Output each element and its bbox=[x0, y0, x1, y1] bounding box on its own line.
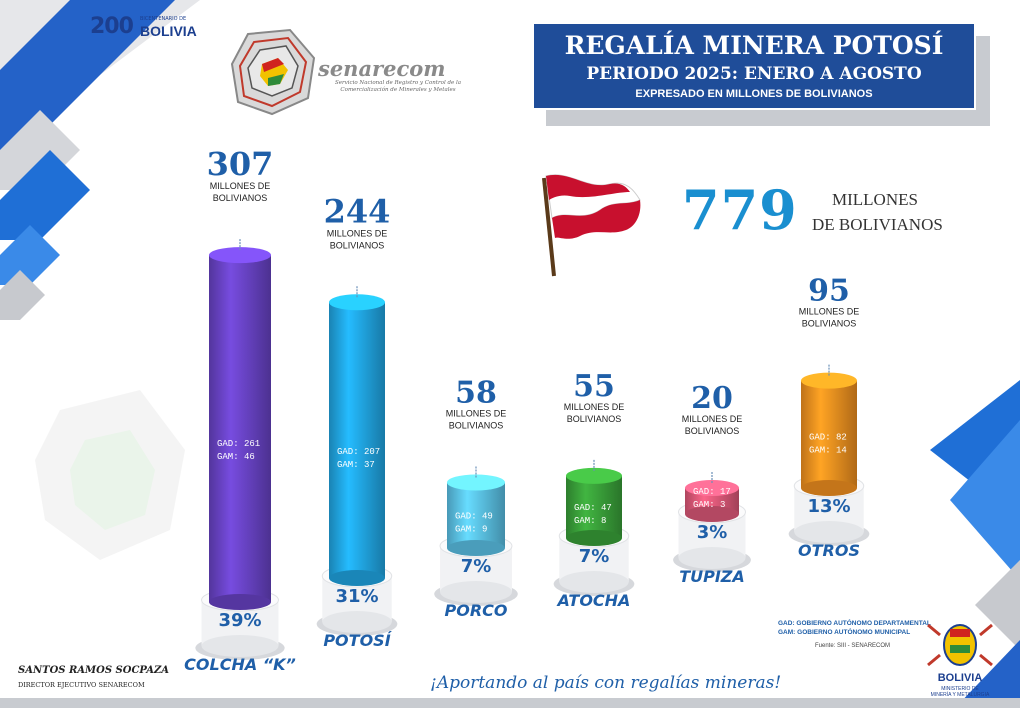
pedestal-bottom bbox=[322, 611, 392, 633]
senarecom-name: senarecom bbox=[318, 56, 446, 81]
bar-percentage-label: 3% bbox=[697, 522, 728, 543]
bar-value-label: 307 bbox=[207, 145, 274, 183]
bar-2 bbox=[447, 482, 505, 548]
bar-gam-label: GAM: 3 bbox=[693, 500, 725, 510]
bar-gad-label: GAD: 49 bbox=[455, 512, 493, 522]
bar-top-cap bbox=[447, 474, 505, 491]
bar-1 bbox=[329, 302, 385, 578]
bar-unit-line2: BOLIVIANOS bbox=[213, 193, 268, 203]
bar-gad-label: GAD: 207 bbox=[337, 447, 380, 457]
total-unit-line1: MILLONES bbox=[832, 190, 918, 209]
bar-value-label: 55 bbox=[573, 369, 615, 404]
bar-unit-line2: BOLIVIANOS bbox=[330, 240, 385, 250]
bar-unit-line1: MILLONES DE bbox=[210, 181, 271, 191]
bar-value-label: 20 bbox=[691, 381, 733, 416]
bar-unit-line2: BOLIVIANOS bbox=[685, 426, 740, 436]
bar-value-label: 244 bbox=[324, 192, 391, 230]
senarecom-logo-icon bbox=[230, 28, 316, 116]
bar-gad-label: GAD: 47 bbox=[574, 503, 612, 513]
bar-top-cap bbox=[329, 294, 385, 311]
bar-unit-line1: MILLONES DE bbox=[564, 402, 625, 412]
bar-gam-label: GAM: 37 bbox=[337, 460, 375, 470]
bar-percentage-label: 7% bbox=[579, 546, 610, 567]
coat-of-arms-icon bbox=[927, 623, 993, 667]
bar-category-label: OTROS bbox=[798, 541, 860, 560]
bar-unit-line2: BOLIVIANOS bbox=[802, 319, 857, 329]
ministry-line2: MINERÍA Y METALURGIA bbox=[930, 692, 990, 698]
bar-unit-line2: BOLIVIANOS bbox=[449, 420, 504, 430]
bar-0 bbox=[209, 255, 271, 602]
slogan: ¡Aportando al país con regalías mineras! bbox=[430, 673, 782, 693]
bar-percentage-label: 13% bbox=[807, 496, 850, 517]
page-title: REGALÍA MINERA POTOSÍ bbox=[564, 31, 944, 60]
bar-3 bbox=[566, 475, 622, 538]
director-role: DIRECTOR EJECUTIVO SENARECOM bbox=[18, 681, 145, 689]
senarecom-description: Servicio Nacional de Registro y Control … bbox=[334, 80, 462, 93]
ministry-logo: BOLIVIA MINISTERIO DE MINERÍA Y METALURG… bbox=[920, 615, 1000, 705]
bar-unit-line1: MILLONES DE bbox=[799, 307, 860, 317]
bicentennial-country: BOLIVIA bbox=[140, 23, 197, 39]
legend-gam: GAM: GOBIERNO AUTÓNOMO MUNICIPAL bbox=[778, 629, 911, 636]
bar-top-cap bbox=[801, 372, 857, 389]
ministry-country: BOLIVIA bbox=[937, 672, 983, 684]
bar-unit-line1: MILLONES DE bbox=[446, 408, 507, 418]
bar-category-label: TUPIZA bbox=[679, 567, 745, 586]
bar-value-label: 58 bbox=[455, 375, 497, 410]
total-value: 779 bbox=[682, 178, 798, 242]
pedestal-bottom bbox=[559, 571, 629, 593]
bar-top-cap bbox=[685, 480, 739, 496]
bar-gam-label: GAM: 46 bbox=[217, 452, 255, 462]
bar-percentage-label: 7% bbox=[461, 556, 492, 577]
footer-bar bbox=[0, 698, 1020, 708]
bicentennial-sub: BICENTENARIO DE bbox=[140, 16, 187, 22]
pedestal-bottom bbox=[794, 521, 864, 543]
bar-unit-line1: MILLONES DE bbox=[327, 228, 388, 238]
page-unit-note: EXPRESADO EN MILLONES DE BOLIVIANOS bbox=[635, 88, 873, 100]
page-period: PERIODO 2025: ENERO A AGOSTO bbox=[586, 64, 922, 84]
title-box: REGALÍA MINERA POTOSÍ PERIODO 2025: ENER… bbox=[532, 22, 976, 110]
bar-gad-label: GAD: 17 bbox=[693, 487, 731, 497]
bar-bottom-cap bbox=[566, 530, 622, 546]
bar-category-label: ATOCHA bbox=[556, 591, 631, 610]
bar-category-label: POTOSÍ bbox=[323, 631, 392, 650]
bar-bottom-cap bbox=[329, 570, 385, 586]
bar-percentage-label: 31% bbox=[335, 586, 378, 607]
bar-gam-label: GAM: 14 bbox=[809, 446, 847, 456]
bar-5 bbox=[801, 380, 857, 488]
bar-gad-label: GAD: 261 bbox=[217, 439, 260, 449]
potosi-flag-icon bbox=[542, 174, 641, 277]
bar-top-cap bbox=[209, 247, 271, 264]
bar-gam-label: GAM: 8 bbox=[574, 516, 606, 526]
pedestal-bottom bbox=[440, 581, 512, 603]
bar-percentage-label: 39% bbox=[218, 610, 261, 631]
bar-bottom-cap bbox=[685, 506, 739, 522]
data-source: Fuente: SIII - SENARECOM bbox=[815, 643, 891, 649]
director-name: SANTOS RAMOS SOCPAZA bbox=[18, 665, 170, 676]
bicentennial-number: 200 bbox=[90, 14, 134, 39]
bar-bottom-cap bbox=[447, 540, 505, 556]
bicentennial-logo: 200 BICENTENARIO DE BOLIVIA bbox=[90, 14, 200, 46]
bar-bottom-cap bbox=[801, 480, 857, 496]
bar-top-cap bbox=[566, 467, 622, 484]
bar-gad-label: GAD: 82 bbox=[809, 433, 847, 443]
bar-category-label: PORCO bbox=[445, 601, 508, 620]
ministry-line1: MINISTERIO DE bbox=[941, 686, 979, 692]
pedestal-bottom bbox=[678, 547, 746, 569]
bar-bottom-cap bbox=[209, 594, 271, 610]
pedestal-bottom bbox=[201, 635, 279, 657]
bar-unit-line2: BOLIVIANOS bbox=[567, 414, 622, 424]
bar-gam-label: GAM: 9 bbox=[455, 525, 487, 535]
legend-gad: GAD: GOBIERNO AUTÓNOMO DEPARTAMENTAL bbox=[778, 620, 931, 627]
bar-category-label: COLCHA “K” bbox=[184, 655, 296, 674]
total-unit-line2: DE BOLIVIANOS bbox=[812, 215, 943, 234]
bar-value-label: 95 bbox=[808, 274, 850, 309]
bar-unit-line1: MILLONES DE bbox=[682, 414, 743, 424]
